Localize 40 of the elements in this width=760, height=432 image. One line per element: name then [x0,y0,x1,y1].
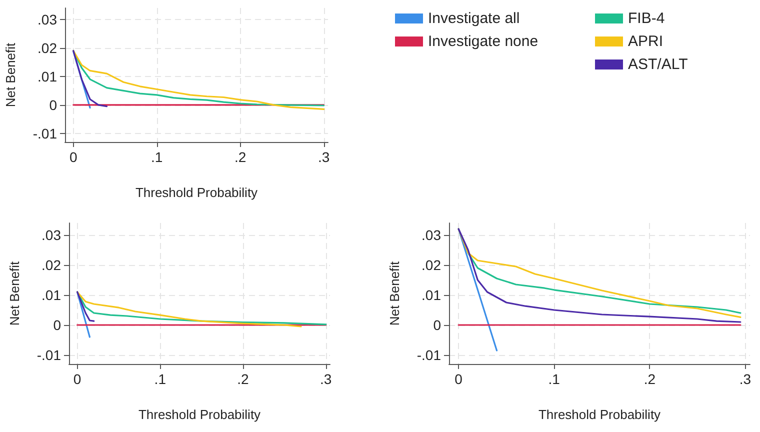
x-tick-label: .2 [234,149,246,165]
y-tick-label: .01 [42,287,62,303]
x-tick-label: .1 [548,371,560,387]
y-tick-label: 0 [49,96,58,113]
y-tick-label: 0 [53,317,62,333]
x-tick-label: .1 [154,371,166,387]
x-tick-label: .2 [237,371,250,387]
y-tick-label: .03 [422,227,442,243]
x-axis-title: Threshold Probability [538,407,662,422]
x-tick-label: 0 [454,371,463,387]
legend-label: AST/ALT [628,56,688,73]
y-tick-label: -.01 [416,347,442,363]
y-axis-title: Net Benefit [3,42,18,108]
x-tick-label: .2 [644,371,656,387]
x-tick-label: .1 [151,149,163,165]
y-tick-label: .01 [422,287,442,303]
x-tick-label: .3 [739,371,752,387]
y-tick-label: .03 [42,227,62,243]
legend-label: APRI [628,33,664,50]
x-tick-label: 0 [73,371,82,387]
y-tick-label: .02 [38,40,58,56]
y-axis-title: Net Benefit [7,260,22,326]
legend-label: Investigate all [428,10,520,27]
y-tick-label: 0 [433,317,442,333]
y-tick-label: .03 [38,11,58,28]
y-tick-label: .01 [38,68,58,84]
y-axis-title: Net Benefit [387,260,402,326]
x-tick-label: .3 [320,371,332,387]
line-series [72,50,108,108]
x-axis-title: Threshold Probability [138,407,262,422]
x-tick-label: 0 [69,149,78,165]
legend-label: FIB-4 [628,10,665,27]
line-series [76,291,95,322]
x-axis-title: Threshold Probability [135,185,258,200]
y-tick-label: .02 [422,257,442,273]
y-tick-label: -.01 [36,347,62,363]
x-tick-label: .3 [318,149,330,165]
legend-label: Investigate none [428,33,538,50]
y-tick-label: .02 [42,257,62,273]
y-tick-label: -.01 [32,125,58,142]
